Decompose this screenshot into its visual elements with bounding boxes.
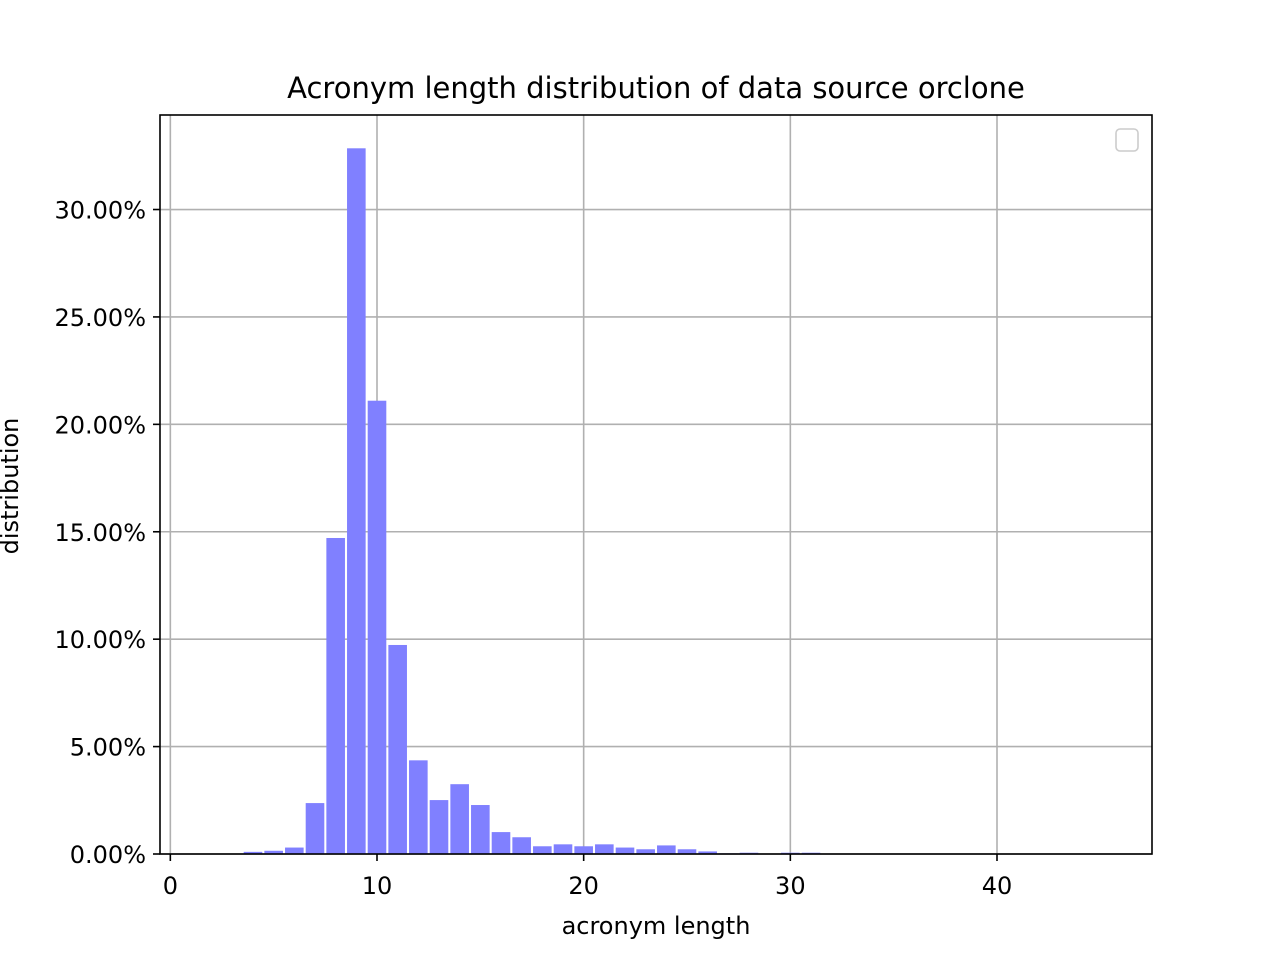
histogram-bar <box>512 837 531 854</box>
chart-title: Acronym length distribution of data sour… <box>287 71 1025 105</box>
histogram-bar <box>471 805 490 854</box>
legend-box <box>1115 128 1139 152</box>
y-tick-label: 0.00% <box>70 841 146 869</box>
histogram-bar <box>450 784 469 854</box>
y-tick-label: 25.00% <box>54 304 146 332</box>
histogram-bar <box>264 850 283 854</box>
histogram-bar <box>243 851 263 854</box>
y-tick-label: 5.00% <box>70 734 146 762</box>
histogram-bar <box>553 844 573 854</box>
histogram-bar <box>657 845 676 854</box>
x-axis-label: acronym length <box>562 912 751 940</box>
y-tick-label: 10.00% <box>54 626 146 654</box>
histogram-bar <box>347 148 366 854</box>
y-tick-label: 30.00% <box>54 197 146 225</box>
histogram-bar <box>285 847 304 854</box>
y-axis-label: distribution <box>0 418 24 555</box>
histogram-bar <box>615 847 635 854</box>
x-tick-label: 30 <box>775 872 806 900</box>
histogram-bar <box>367 400 387 854</box>
histogram-bar <box>409 760 428 854</box>
x-tick-label: 0 <box>163 872 178 900</box>
x-tick-label: 10 <box>362 872 393 900</box>
tick-layer: 0 10 20 30 40 0.00% 5.00% 10.00% 15.00% 20.00% 25.… <box>54 197 1012 900</box>
x-tick-label: 40 <box>982 872 1013 900</box>
histogram-bar <box>388 644 407 854</box>
histogram-bar <box>305 803 325 854</box>
histogram-bar <box>698 851 717 854</box>
histogram-bar <box>574 846 593 854</box>
histogram-bar <box>429 800 449 854</box>
plot-frame <box>159 114 1153 855</box>
histogram-bar <box>491 832 511 854</box>
bar-layer <box>243 148 821 855</box>
y-tick-label: 15.00% <box>54 519 146 547</box>
histogram-bar <box>677 849 697 854</box>
y-tick-label: 20.00% <box>54 411 146 439</box>
histogram-bar <box>533 846 552 854</box>
grid-layer <box>160 115 1152 855</box>
histogram-bar <box>595 844 614 854</box>
x-tick-label: 20 <box>568 872 599 900</box>
histogram-bar <box>326 537 345 854</box>
histogram-bar <box>636 849 655 854</box>
